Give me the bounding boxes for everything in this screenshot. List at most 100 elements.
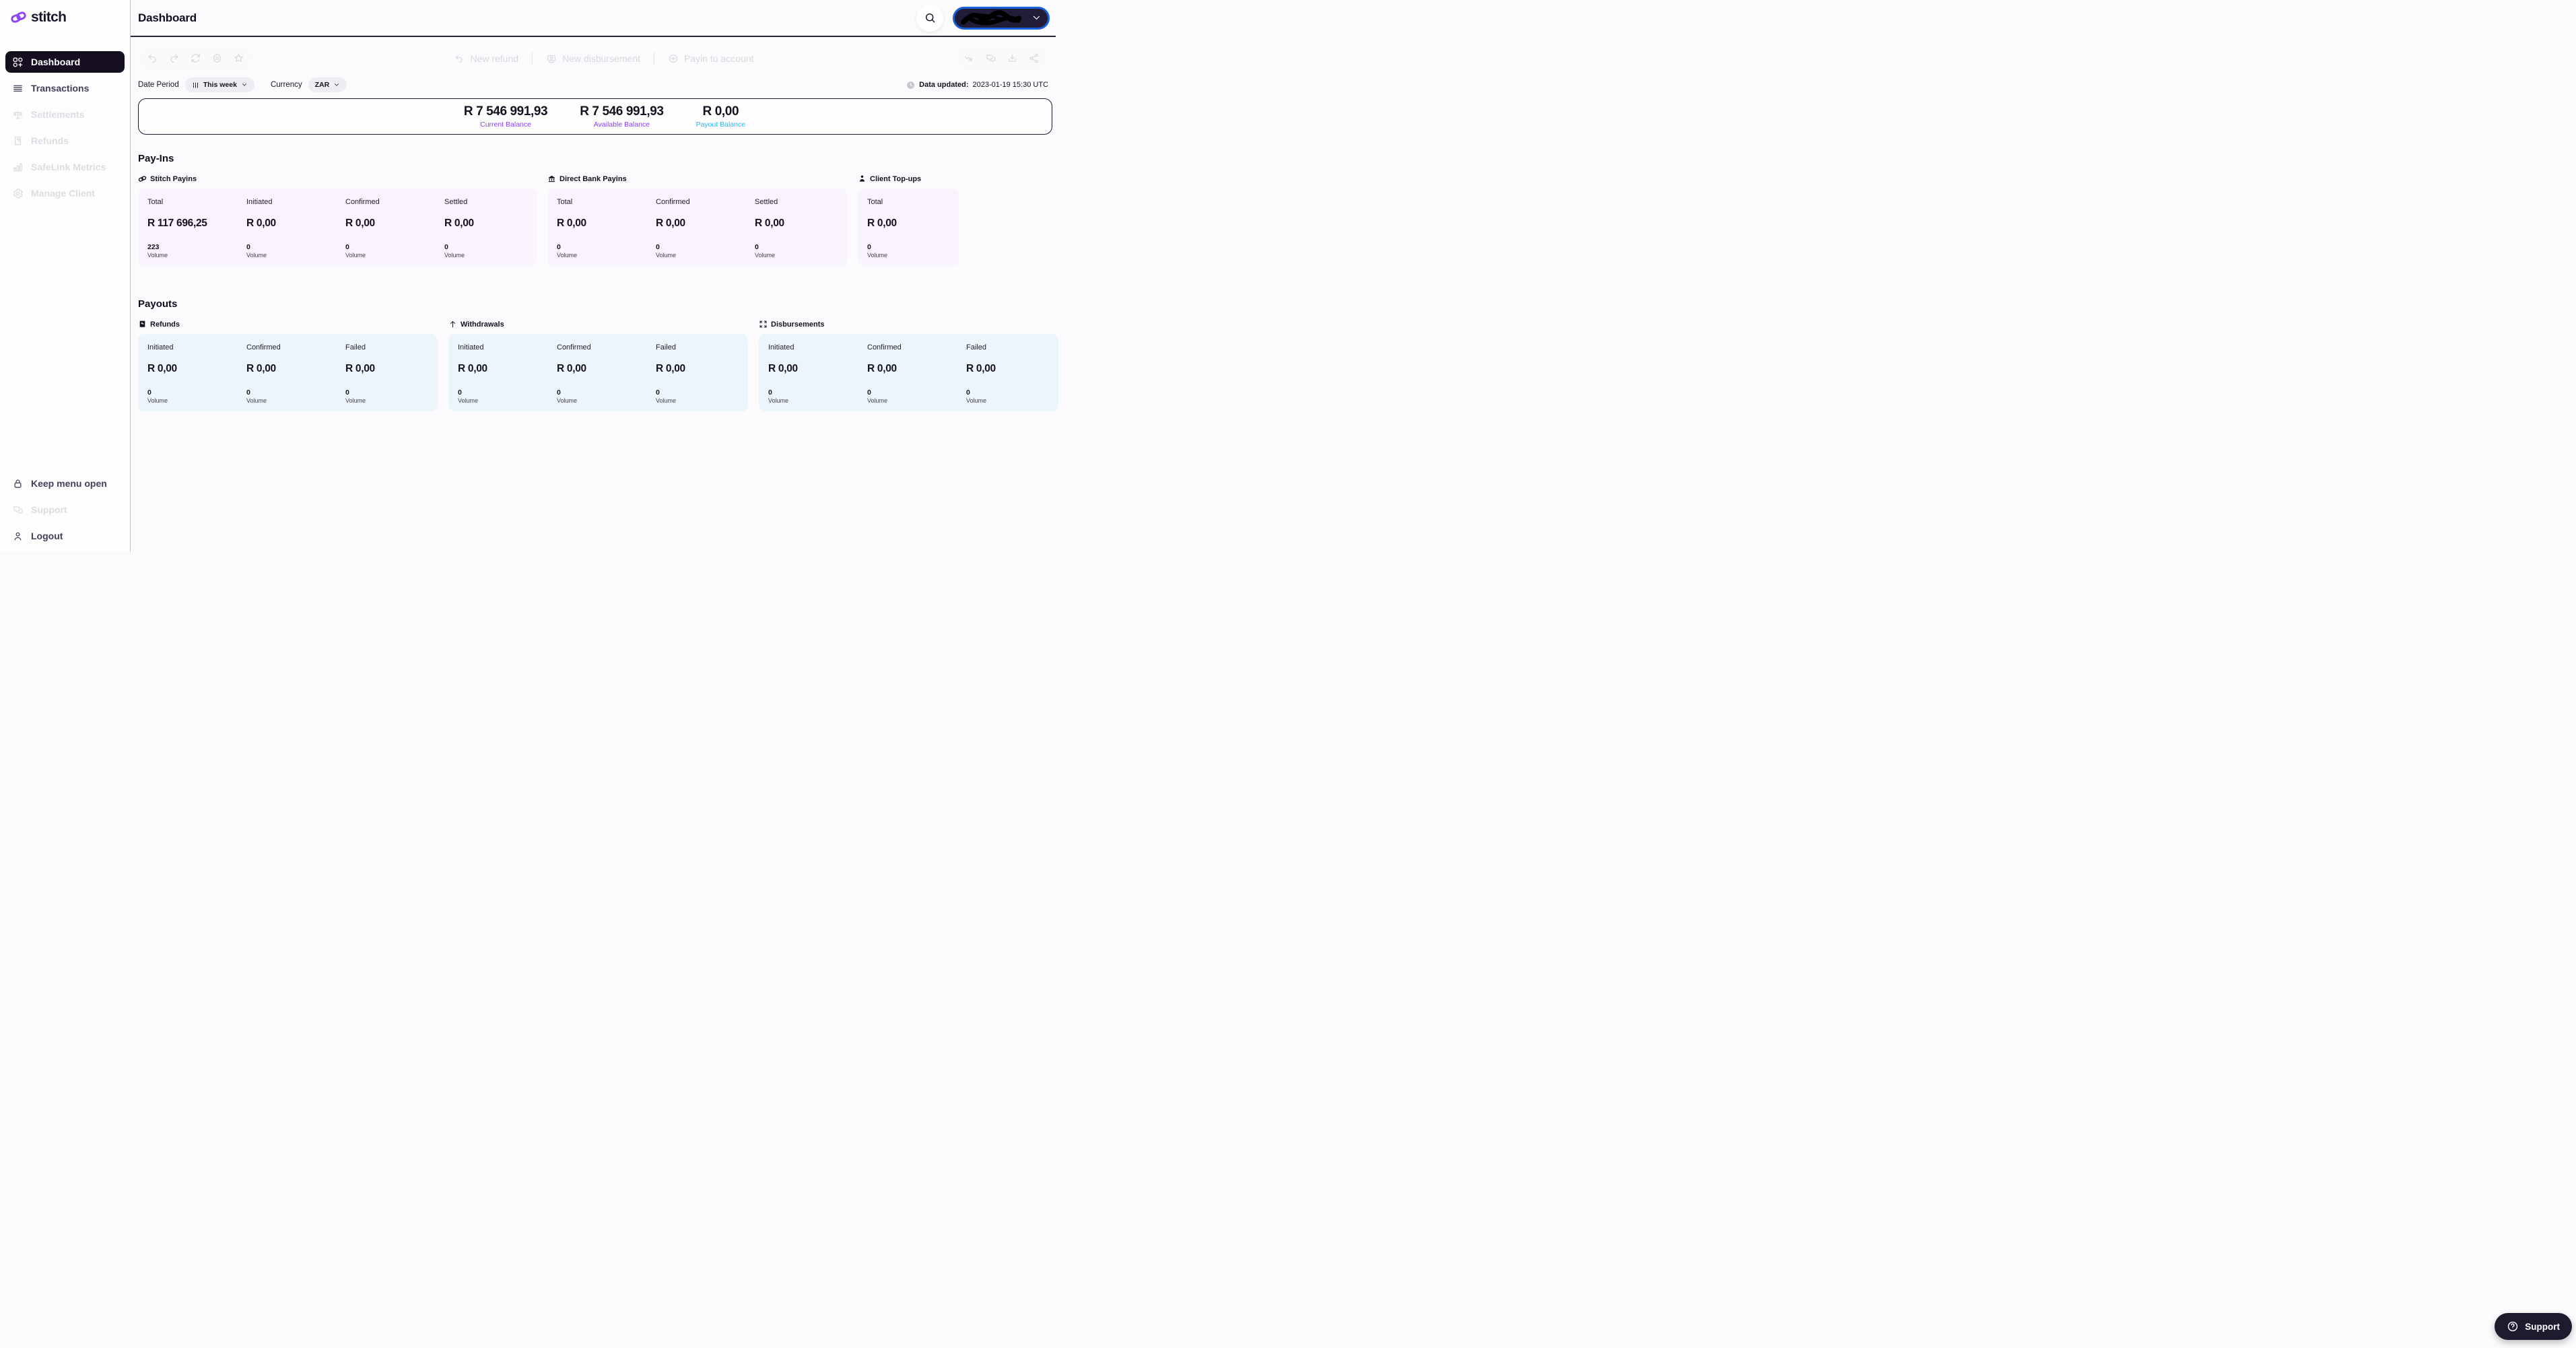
volume-label: Volume	[444, 252, 465, 259]
volume-label: Volume	[966, 397, 987, 404]
group-name: Client Top-ups	[870, 174, 922, 183]
payin-to-account-button[interactable]: Payin to account	[664, 53, 758, 65]
share-tools	[954, 46, 1048, 71]
stitch-link-icon	[138, 174, 147, 183]
group-header: Withdrawals	[448, 320, 748, 329]
metric-volume: 0 Volume	[966, 389, 1065, 404]
metric-volume: 223 Volume	[147, 243, 246, 259]
section-title: Payouts	[138, 298, 178, 310]
metric-card: Initiated R 0,00 0 Volume Confirmed R 0,00 0 Vo…	[759, 334, 1058, 411]
balance-amount: R 7 546 991,93	[580, 104, 664, 119]
search-button[interactable]	[916, 4, 943, 32]
group-header: Stitch Payins	[138, 174, 537, 183]
balance-label: Payout Balance	[696, 121, 746, 129]
volume-label: Volume	[867, 252, 888, 259]
metric-amount: R 0,00	[755, 217, 784, 229]
currency-value: ZAR	[314, 81, 330, 89]
account-dropdown[interactable]	[953, 6, 1050, 30]
group-header: Refunds	[138, 320, 438, 329]
volume-count: 0	[768, 389, 772, 397]
redo-button[interactable]	[168, 53, 180, 64]
sidebar-item-logout[interactable]: Logout	[5, 525, 125, 547]
metric-amount: R 0,00	[345, 217, 375, 229]
dashboard-sections: Pay-Ins Stitch Payins Total R 117 696,25 223…	[131, 135, 1058, 411]
volume-label: Volume	[345, 252, 366, 259]
metric-initiated: Initiated R 0,00 0 Volume	[768, 343, 867, 404]
metric-volume: 0 Volume	[867, 243, 966, 259]
volume-label: Volume	[345, 397, 366, 404]
pause-button[interactable]	[211, 53, 223, 64]
metric-initiated: Initiated R 0,00 0 Volume	[458, 343, 557, 404]
safelink-metrics-chart-icon	[12, 162, 24, 173]
refunds-receipt-icon	[12, 135, 24, 147]
chevron-down-icon	[241, 81, 248, 88]
metric-volume: 0 Volume	[768, 389, 867, 404]
sidebar-item-refunds: Refunds	[5, 130, 125, 151]
sidebar-item-label: Refunds	[31, 135, 69, 146]
section-title: Pay-Ins	[138, 153, 174, 164]
metric-volume: 0 Volume	[557, 389, 656, 404]
client-person-icon	[858, 174, 867, 183]
new-disbursement-button[interactable]: New disbursement	[542, 53, 644, 65]
metric-total: Total R 117 696,25 223 Volume	[147, 198, 246, 259]
volume-count: 0	[867, 389, 871, 397]
volume-count: 0	[246, 389, 250, 397]
settlements-scales-icon	[12, 109, 24, 121]
metric-amount: R 0,00	[966, 363, 996, 374]
refresh-button[interactable]	[190, 53, 201, 64]
date-period-label: Date Period	[138, 81, 179, 89]
manage-client-gear-icon	[12, 188, 24, 199]
metric-volume: 0 Volume	[246, 243, 345, 259]
share-button[interactable]	[1028, 53, 1040, 64]
metric-confirmed: Confirmed R 0,00 0 Volume	[246, 343, 345, 404]
undo-button[interactable]	[147, 53, 158, 64]
volume-label: Volume	[755, 252, 776, 259]
toolbar-separator	[532, 52, 533, 65]
metric-label: Confirmed	[557, 343, 591, 351]
sidebar-item-keep-menu-open[interactable]: Keep menu open	[5, 473, 125, 494]
download-button[interactable]	[1007, 53, 1018, 64]
page-title: Dashboard	[138, 11, 197, 24]
currency-select[interactable]: ZAR	[308, 77, 347, 92]
comments-button[interactable]	[985, 53, 996, 64]
trend-button[interactable]	[963, 53, 975, 64]
volume-count: 0	[458, 389, 462, 397]
favorite-button[interactable]	[233, 53, 244, 64]
chevron-down-icon	[333, 81, 340, 88]
sidebar-item-dashboard[interactable]: Dashboard	[5, 51, 125, 73]
metric-amount: R 0,00	[345, 363, 375, 374]
filter-sliders-icon	[192, 81, 199, 89]
metric-amount: R 0,00	[147, 363, 177, 374]
metric-settled: Settled R 0,00 0 Volume	[755, 198, 854, 259]
metric-label: Failed	[656, 343, 676, 351]
balance-payout-balance: R 0,00 Payout Balance	[696, 104, 746, 129]
volume-label: Volume	[656, 397, 677, 404]
metric-volume: 0 Volume	[458, 389, 557, 404]
history-tools	[138, 46, 253, 71]
redacted-account-name	[959, 9, 1023, 27]
new-refund-button[interactable]: New refund	[450, 53, 522, 65]
sidebar-item-label: Support	[31, 504, 67, 515]
group-name: Stitch Payins	[150, 174, 197, 183]
metric-amount: R 0,00	[768, 363, 798, 374]
sidebar-item-settlements: Settlements	[5, 104, 125, 125]
sidebar-item-label: Keep menu open	[31, 478, 107, 489]
chevron-down-icon	[1031, 13, 1042, 23]
support-fab-button[interactable]: Support	[2495, 1313, 2572, 1340]
date-period-select[interactable]: This week	[184, 77, 255, 92]
metric-label: Confirmed	[246, 343, 281, 351]
disbursement-money-icon	[546, 53, 557, 64]
volume-count: 0	[966, 389, 970, 397]
toolbar-action-label: Payin to account	[684, 53, 754, 64]
metric-label: Confirmed	[656, 198, 690, 206]
metric-label: Confirmed	[867, 343, 902, 351]
filter-row: Date Period This week Currency ZAR Data …	[131, 77, 1056, 92]
section-pay-ins: Pay-Ins Stitch Payins Total R 117 696,25 223…	[138, 153, 1048, 266]
group-client-top-ups: Client Top-ups Total R 0,00 0 Volume	[858, 174, 959, 266]
metric-card: Total R 117 696,25 223 Volume Initiated R 0,0…	[138, 189, 537, 266]
metric-card: Total R 0,00 0 Volume Confirmed R 0,00 0 Volume…	[547, 189, 847, 266]
sidebar-item-transactions[interactable]: Transactions	[5, 77, 125, 99]
metric-label: Initiated	[147, 343, 174, 351]
main-area: Dashboard N	[131, 0, 1058, 552]
group-stitch-payins: Stitch Payins Total R 117 696,25 223 Volume I…	[138, 174, 537, 266]
